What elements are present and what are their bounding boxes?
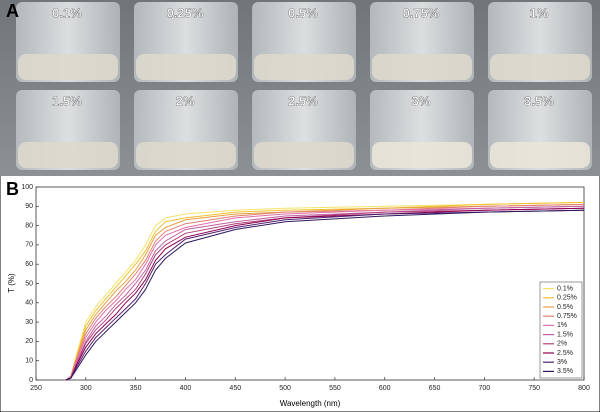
sample-label: 1% <box>530 5 549 20</box>
series-line <box>65 207 585 381</box>
sample-label: 0.1% <box>52 5 82 20</box>
legend-label: 3% <box>557 359 567 366</box>
liquid <box>372 142 472 168</box>
y-tick-label: 60 <box>25 261 33 268</box>
x-tick-label: 550 <box>329 385 341 392</box>
y-tick-label: 70 <box>25 242 33 249</box>
liquid <box>18 54 118 80</box>
liquid <box>136 142 236 168</box>
liquid <box>254 54 354 80</box>
y-tick-label: 20 <box>25 338 33 345</box>
sample-label: 3% <box>412 93 431 108</box>
x-tick-label: 450 <box>229 385 241 392</box>
y-axis-label: T (%) <box>7 273 16 293</box>
legend-label: 0.5% <box>557 304 573 311</box>
panel-label: A <box>6 1 19 21</box>
y-tick-label: 100 <box>21 184 33 191</box>
x-tick-label: 350 <box>130 385 142 392</box>
liquid <box>18 142 118 168</box>
x-tick-label: 300 <box>80 385 92 392</box>
liquid <box>490 142 590 168</box>
x-tick-label: 800 <box>578 385 590 392</box>
series-line <box>65 205 585 381</box>
liquid <box>490 54 590 80</box>
x-tick-label: 700 <box>479 385 491 392</box>
legend-label: 0.1% <box>557 285 573 292</box>
legend-label: 0.25% <box>557 295 577 302</box>
legend-label: 0.75% <box>557 313 577 320</box>
x-tick-label: 650 <box>429 385 441 392</box>
sample-label: 2% <box>176 93 195 108</box>
y-tick-label: 50 <box>25 280 33 287</box>
x-tick-label: 400 <box>180 385 192 392</box>
legend-label: 3.5% <box>557 368 573 375</box>
sample-label: 0.75% <box>403 5 440 20</box>
series-line <box>65 205 585 381</box>
y-tick-label: 40 <box>25 300 33 307</box>
series-line <box>65 207 585 381</box>
vials: 0.1% 0.25% 0.5% 0.75% 1% 1.5% 2% 2.5% 3% 3.5% <box>16 2 592 170</box>
sample-label: 0.25% <box>167 5 204 20</box>
series-line <box>65 209 585 381</box>
liquid <box>372 54 472 80</box>
sample-label: 0.5% <box>288 5 318 20</box>
y-tick-label: 10 <box>25 358 33 365</box>
legend-label: 1.5% <box>557 331 573 338</box>
liquid <box>136 54 236 80</box>
series-line <box>65 201 585 381</box>
series-line <box>65 201 585 381</box>
legend-label: 2% <box>557 341 567 348</box>
x-tick-label: 500 <box>279 385 291 392</box>
y-tick-label: 30 <box>25 319 33 326</box>
y-tick-label: 0 <box>29 377 33 384</box>
liquid <box>254 142 354 168</box>
series-line <box>65 209 585 381</box>
legend-label: 1% <box>557 322 567 329</box>
legend-label: 2.5% <box>557 350 573 357</box>
sample-label: 2.5% <box>288 93 318 108</box>
panel-label: B <box>6 179 19 199</box>
x-tick-label: 750 <box>528 385 540 392</box>
x-axis-label: Wavelength (nm) <box>280 399 341 408</box>
sample-label: 1.5% <box>52 93 82 108</box>
x-tick-label: 600 <box>379 385 391 392</box>
y-tick-label: 80 <box>25 222 33 229</box>
sample-label: 3.5% <box>524 93 554 108</box>
y-tick-label: 90 <box>25 203 33 210</box>
series-line <box>65 203 585 381</box>
x-tick-label: 250 <box>30 385 42 392</box>
